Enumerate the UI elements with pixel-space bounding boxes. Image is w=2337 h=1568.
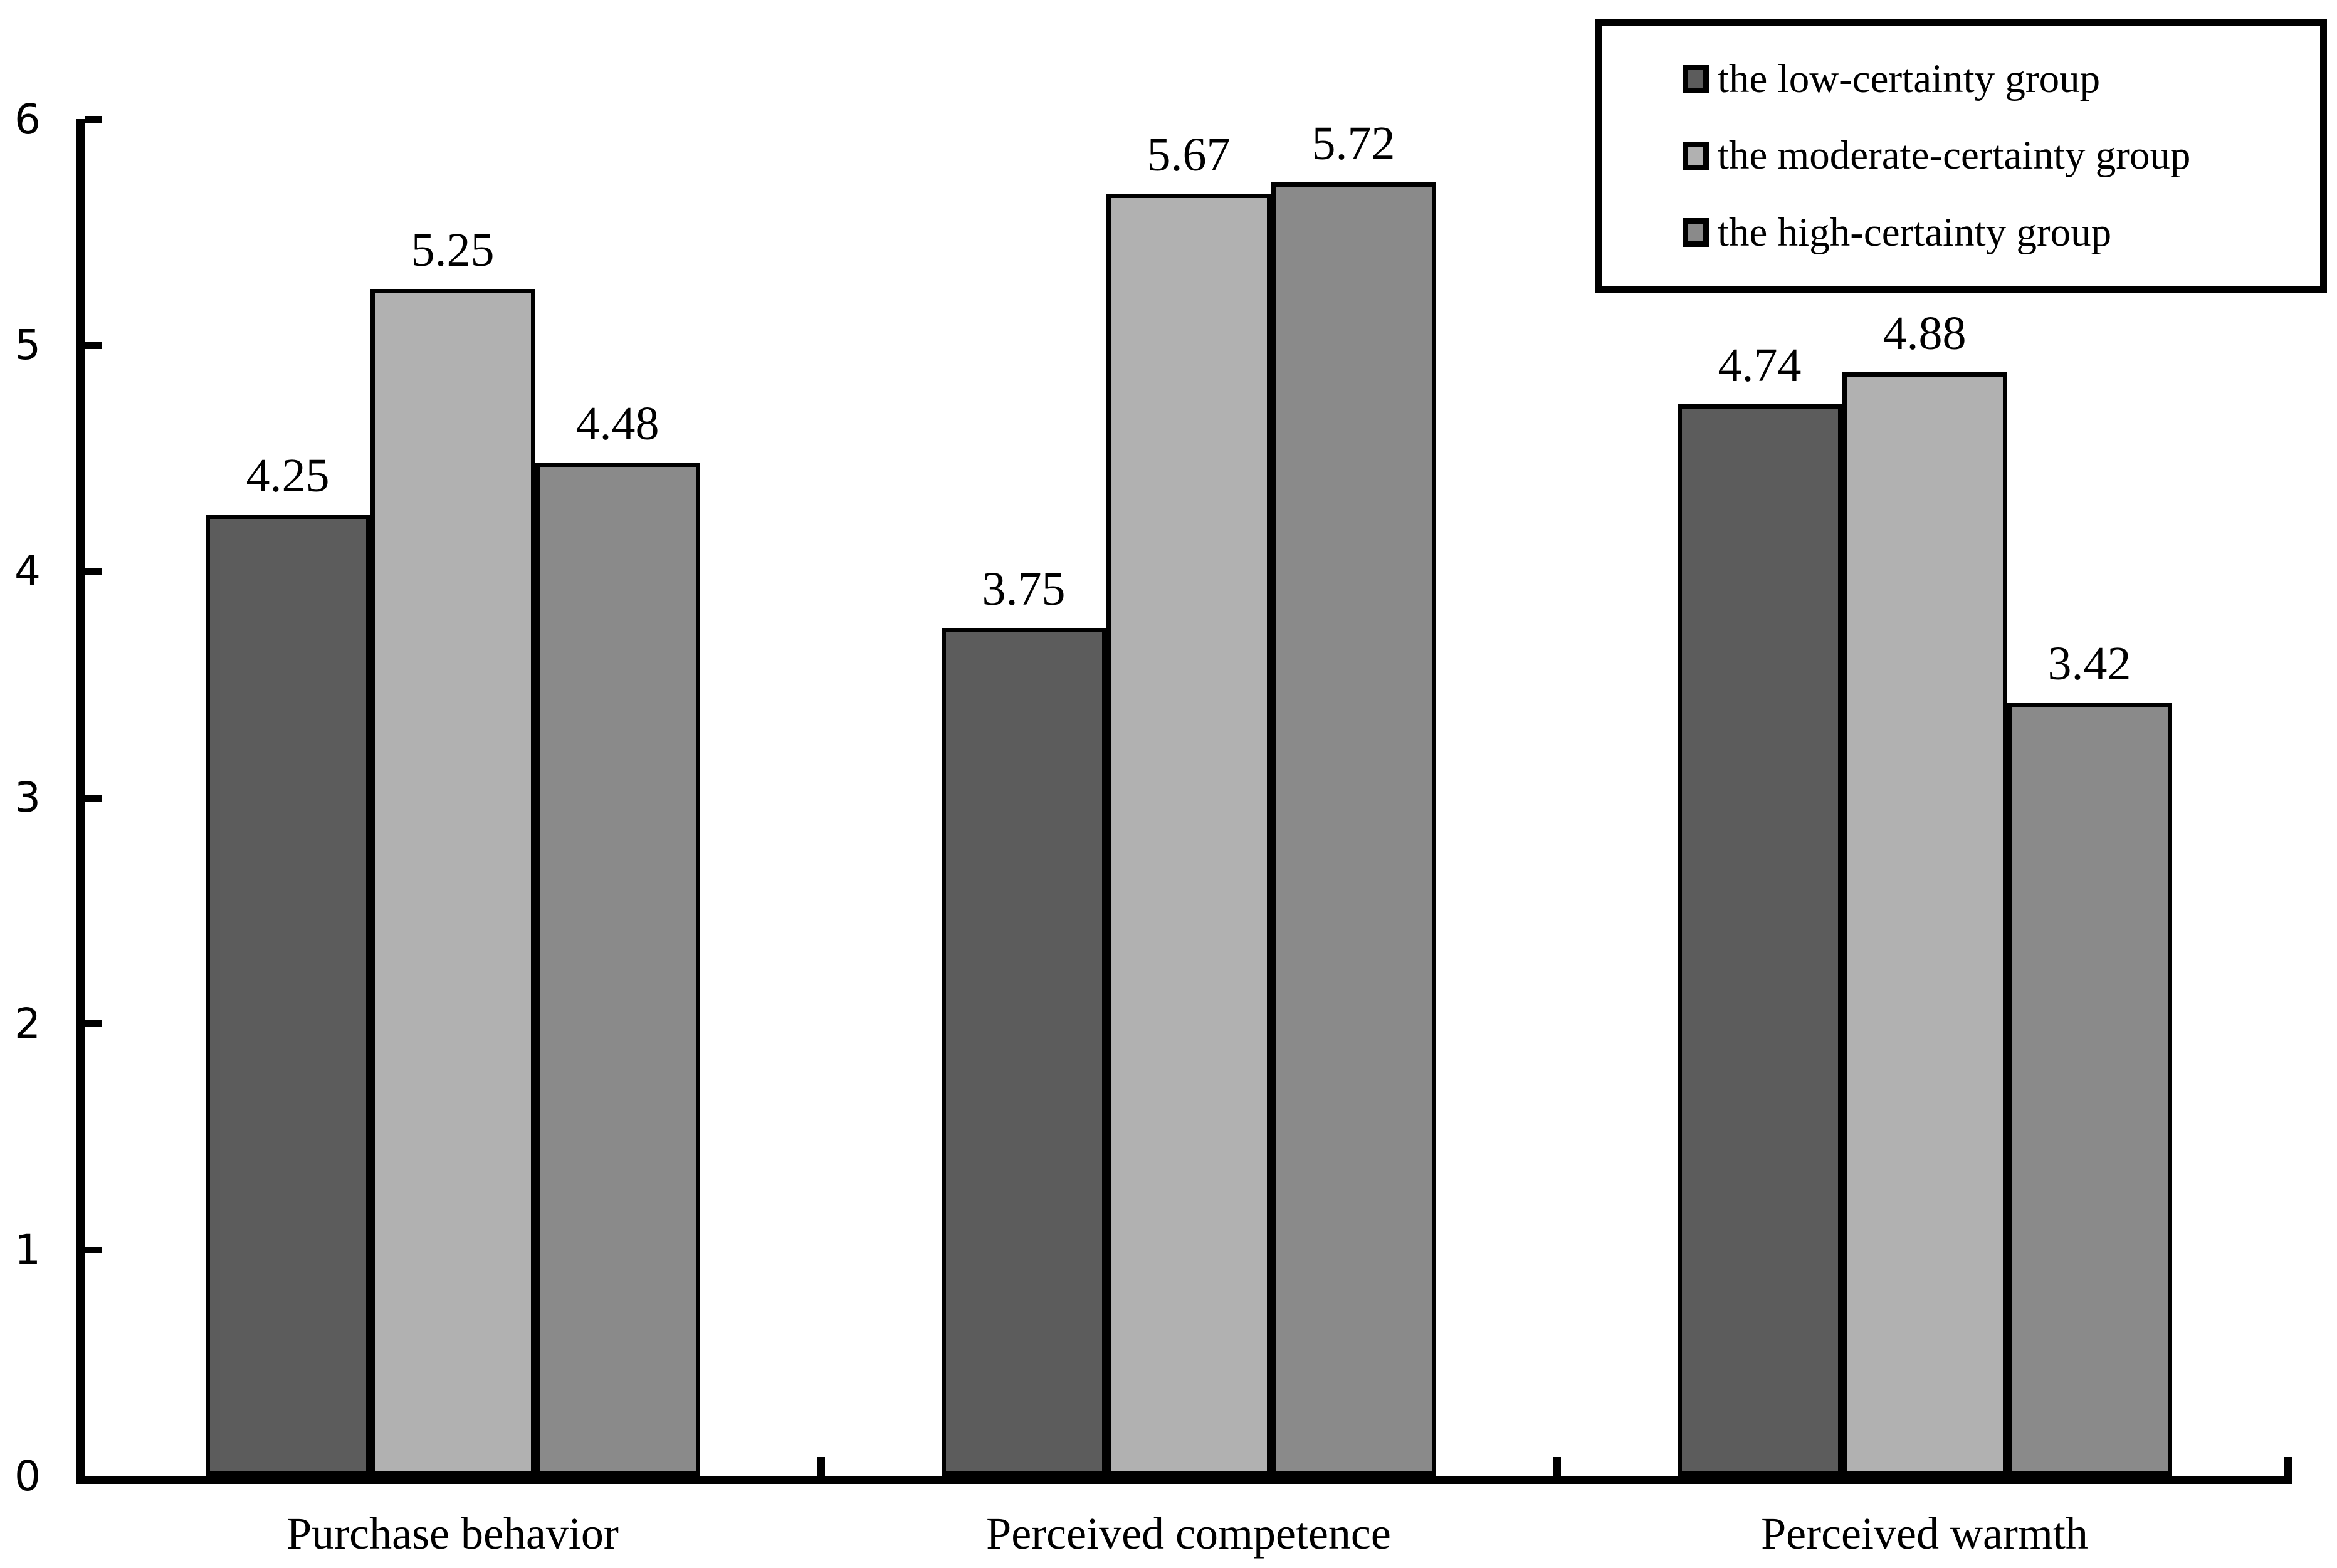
y-axis-tick-label: 1 [14,1225,41,1274]
legend-swatch-dark-gray [1683,65,1709,93]
bar-value-label: 3.75 [982,562,1066,615]
x-axis-category-labels: Purchase behavior Perceived competence Per… [85,1499,2292,1568]
bar-low-certainty [205,515,370,1476]
y-axis-tick-label: 3 [14,773,41,822]
bar-high-certainty [2007,702,2172,1476]
x-axis-tick [2284,1457,2292,1476]
y-axis-tick-label: 5 [14,321,41,370]
legend-item: the moderate-certainty group [1683,132,2320,179]
category-label: Perceived competence [986,1508,1391,1559]
bar-moderate-certainty [1106,194,1271,1476]
y-axis-tick [85,1247,102,1254]
legend-item: the high-certainty group [1683,209,2320,256]
y-axis-tick-label: 4 [14,547,41,596]
x-axis-tick [817,1457,825,1476]
bar-moderate-certainty [1842,372,2007,1476]
y-axis-tick-label: 0 [14,1451,41,1500]
legend-swatch-medium-gray [1683,218,1709,247]
x-axis-tick [1553,1457,1561,1476]
legend-item: the low-certainty group [1683,56,2320,103]
legend-item-label: the high-certainty group [1718,209,2112,255]
y-axis-tick-label: 6 [14,95,41,144]
bar-low-certainty [1677,404,1842,1476]
bar-high-certainty [535,463,700,1476]
bar-high-certainty [1271,182,1436,1476]
y-axis-tick [85,794,102,802]
bar-value-label: 4.48 [575,397,659,451]
bar-value-label: 5.72 [1311,117,1395,170]
bar-value-label: 3.42 [2047,637,2131,690]
bar-value-label: 4.88 [1883,307,1967,360]
bar-value-label: 4.74 [1718,338,1802,392]
legend-item-label: the low-certainty group [1718,56,2101,102]
legend: the low-certainty group the moderate-cert… [1595,19,2327,293]
legend-swatch-light-gray [1683,141,1709,170]
category-label: Perceived warmth [1761,1508,2088,1559]
bar-value-label: 5.67 [1147,128,1231,182]
plot-area: 0 1 2 3 4 5 6 4.25 5.25 4.48 3.75 5.67 5.72 4.74 4.88 3… [14,95,2292,1500]
y-axis-tick [85,568,102,575]
bar-value-label: 4.25 [246,449,330,503]
legend-item-label: the moderate-certainty group [1718,133,2191,178]
bar-moderate-certainty [370,288,535,1476]
y-axis-tick [85,1020,102,1028]
y-axis-tick [85,342,102,349]
bar-value-label: 5.25 [411,223,495,276]
y-axis-tick [85,116,102,123]
category-label: Purchase behavior [286,1508,619,1559]
bar-low-certainty [941,627,1106,1476]
y-axis-tick-label: 2 [14,999,41,1048]
